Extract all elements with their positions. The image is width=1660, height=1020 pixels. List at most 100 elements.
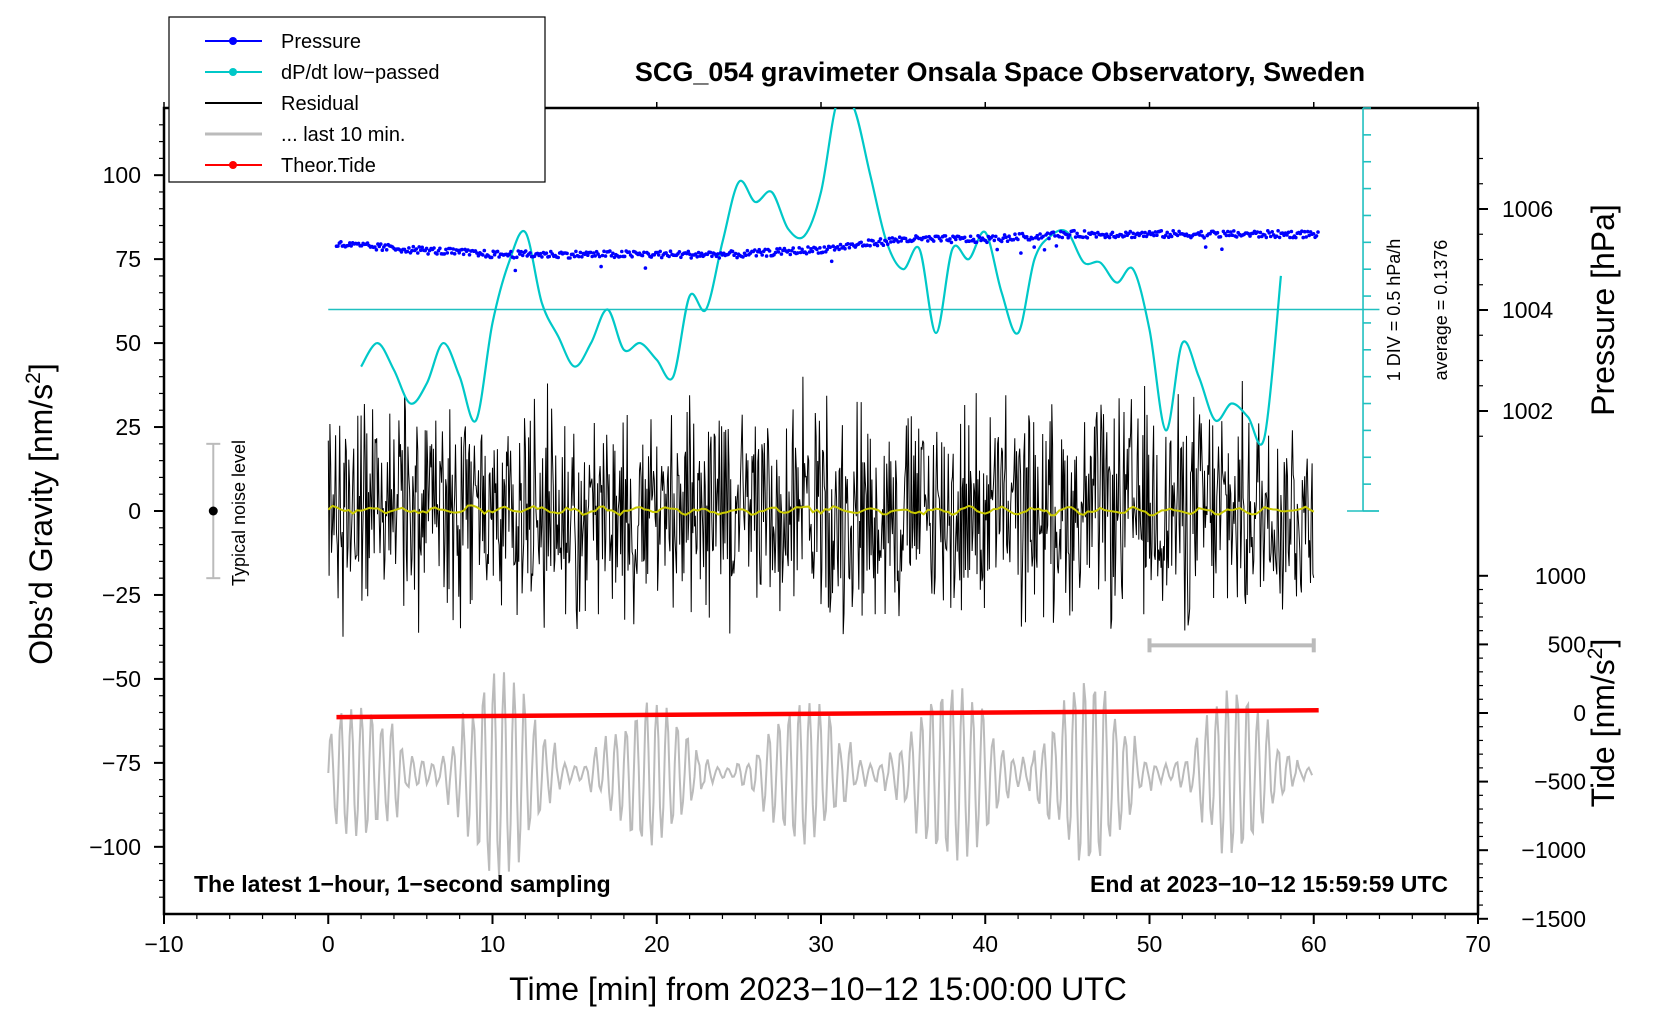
pressure-point [971, 237, 976, 242]
pressure-point [379, 242, 383, 246]
gravity-tick-label: −75 [102, 750, 141, 776]
gravity-tick-label: −100 [89, 834, 141, 860]
pressure-point [348, 241, 352, 245]
pressure-point [1147, 229, 1152, 234]
tide-tick-label: −1000 [1521, 837, 1586, 863]
pressure-point [757, 247, 761, 252]
pressure-point [843, 246, 847, 251]
pressure-point [787, 248, 791, 253]
pressure-point [1171, 229, 1175, 233]
pressure-point [1267, 231, 1271, 235]
pressure-point [384, 248, 389, 252]
pressure-point [763, 247, 767, 252]
pressure-tick-label: 1004 [1502, 297, 1553, 323]
pressure-point [513, 268, 518, 273]
pressure-point [1042, 248, 1047, 252]
series-theor-tide-line [336, 708, 1319, 720]
pressure-point [1038, 232, 1042, 236]
pressure-point [977, 235, 982, 239]
pressure-point [871, 239, 875, 243]
x-tick-label: 0 [322, 931, 335, 957]
pressure-point [807, 250, 812, 254]
pressure-point [1302, 229, 1307, 234]
pressure-point [574, 249, 578, 254]
pressure-point [693, 252, 698, 256]
pressure-point [1085, 236, 1090, 240]
axes-layer: −10 0 10 20 30 40 50 60 701007550250−25−50−75−10… [89, 102, 1586, 957]
pressure-point [1274, 234, 1279, 238]
pressure-point [679, 255, 683, 260]
pressure-point [767, 249, 772, 253]
pressure-point [760, 253, 764, 257]
pressure-point [438, 246, 442, 251]
pressure-point [865, 243, 869, 247]
pressure-point [593, 254, 597, 258]
pressure-point [507, 252, 512, 256]
pressure-tick-label: 1002 [1502, 398, 1553, 424]
pressure-point [442, 252, 447, 256]
pressure-point [868, 243, 872, 248]
pressure-point [877, 239, 881, 244]
pressure-point [1258, 230, 1263, 235]
pressure-point [798, 250, 803, 255]
pressure-point [590, 254, 594, 259]
pressure-point [565, 251, 569, 256]
pressure-point [405, 249, 410, 254]
pressure-point [584, 250, 589, 254]
pressure-point [418, 248, 423, 253]
pressure-point [795, 251, 800, 255]
pressure-point [829, 259, 834, 264]
pressure-point [659, 255, 664, 260]
legend: Pressure dP/dt low−passed Residual ... last… [168, 16, 546, 183]
pressure-point [1199, 229, 1203, 234]
pressure-point [897, 235, 902, 239]
legend-label: Residual [281, 93, 359, 115]
pressure-point [1255, 230, 1260, 234]
pressure-point [588, 250, 593, 255]
pressure-point [1305, 229, 1310, 234]
pressure-point [887, 236, 892, 241]
pressure-point [1128, 229, 1133, 234]
pressure-point [1277, 235, 1282, 240]
pressure-point [878, 237, 883, 241]
pressure-point [954, 237, 958, 242]
pressure-point [1036, 237, 1041, 241]
pressure-point [1103, 235, 1107, 240]
pressure-point [1132, 235, 1137, 239]
pressure-point [467, 253, 472, 257]
pressure-point [1051, 230, 1056, 234]
gravity-tick-label: 75 [115, 246, 141, 272]
pressure-point [1001, 236, 1005, 240]
pressure-point [1230, 233, 1235, 237]
pressure-point [611, 251, 615, 256]
pressure-point [1053, 234, 1057, 238]
legend-marker [229, 68, 237, 76]
series-dpdt-line [360, 108, 1282, 446]
gravity-tick-label: −50 [102, 666, 141, 692]
x-tick-label: −10 [144, 931, 183, 957]
tide-tick-label: −1500 [1521, 906, 1586, 932]
pressure-point [806, 245, 810, 249]
pressure-point [995, 247, 999, 252]
pressure-point [452, 252, 457, 256]
x-tick-label: 50 [1137, 931, 1163, 957]
pressure-point [779, 252, 784, 256]
pressure-point [745, 248, 750, 253]
pressure-point [475, 251, 479, 255]
pressure-point [1054, 244, 1059, 248]
pressure-point [1064, 232, 1069, 237]
pressure-point [788, 252, 793, 257]
legend-label: Theor.Tide [281, 155, 376, 177]
pressure-point [822, 245, 827, 249]
pressure-point [896, 240, 900, 244]
pressure-point [417, 245, 422, 249]
pressure-point [544, 251, 549, 255]
pressure-point [1165, 230, 1169, 235]
pressure-point [1059, 229, 1063, 234]
pressure-point [448, 246, 453, 251]
pressure-point [968, 234, 973, 239]
pressure-point [994, 234, 998, 239]
pressure-point [1224, 233, 1229, 238]
pressure-point [846, 242, 850, 246]
footer-left-annotation: The latest 1−hour, 1−second sampling [194, 871, 611, 897]
